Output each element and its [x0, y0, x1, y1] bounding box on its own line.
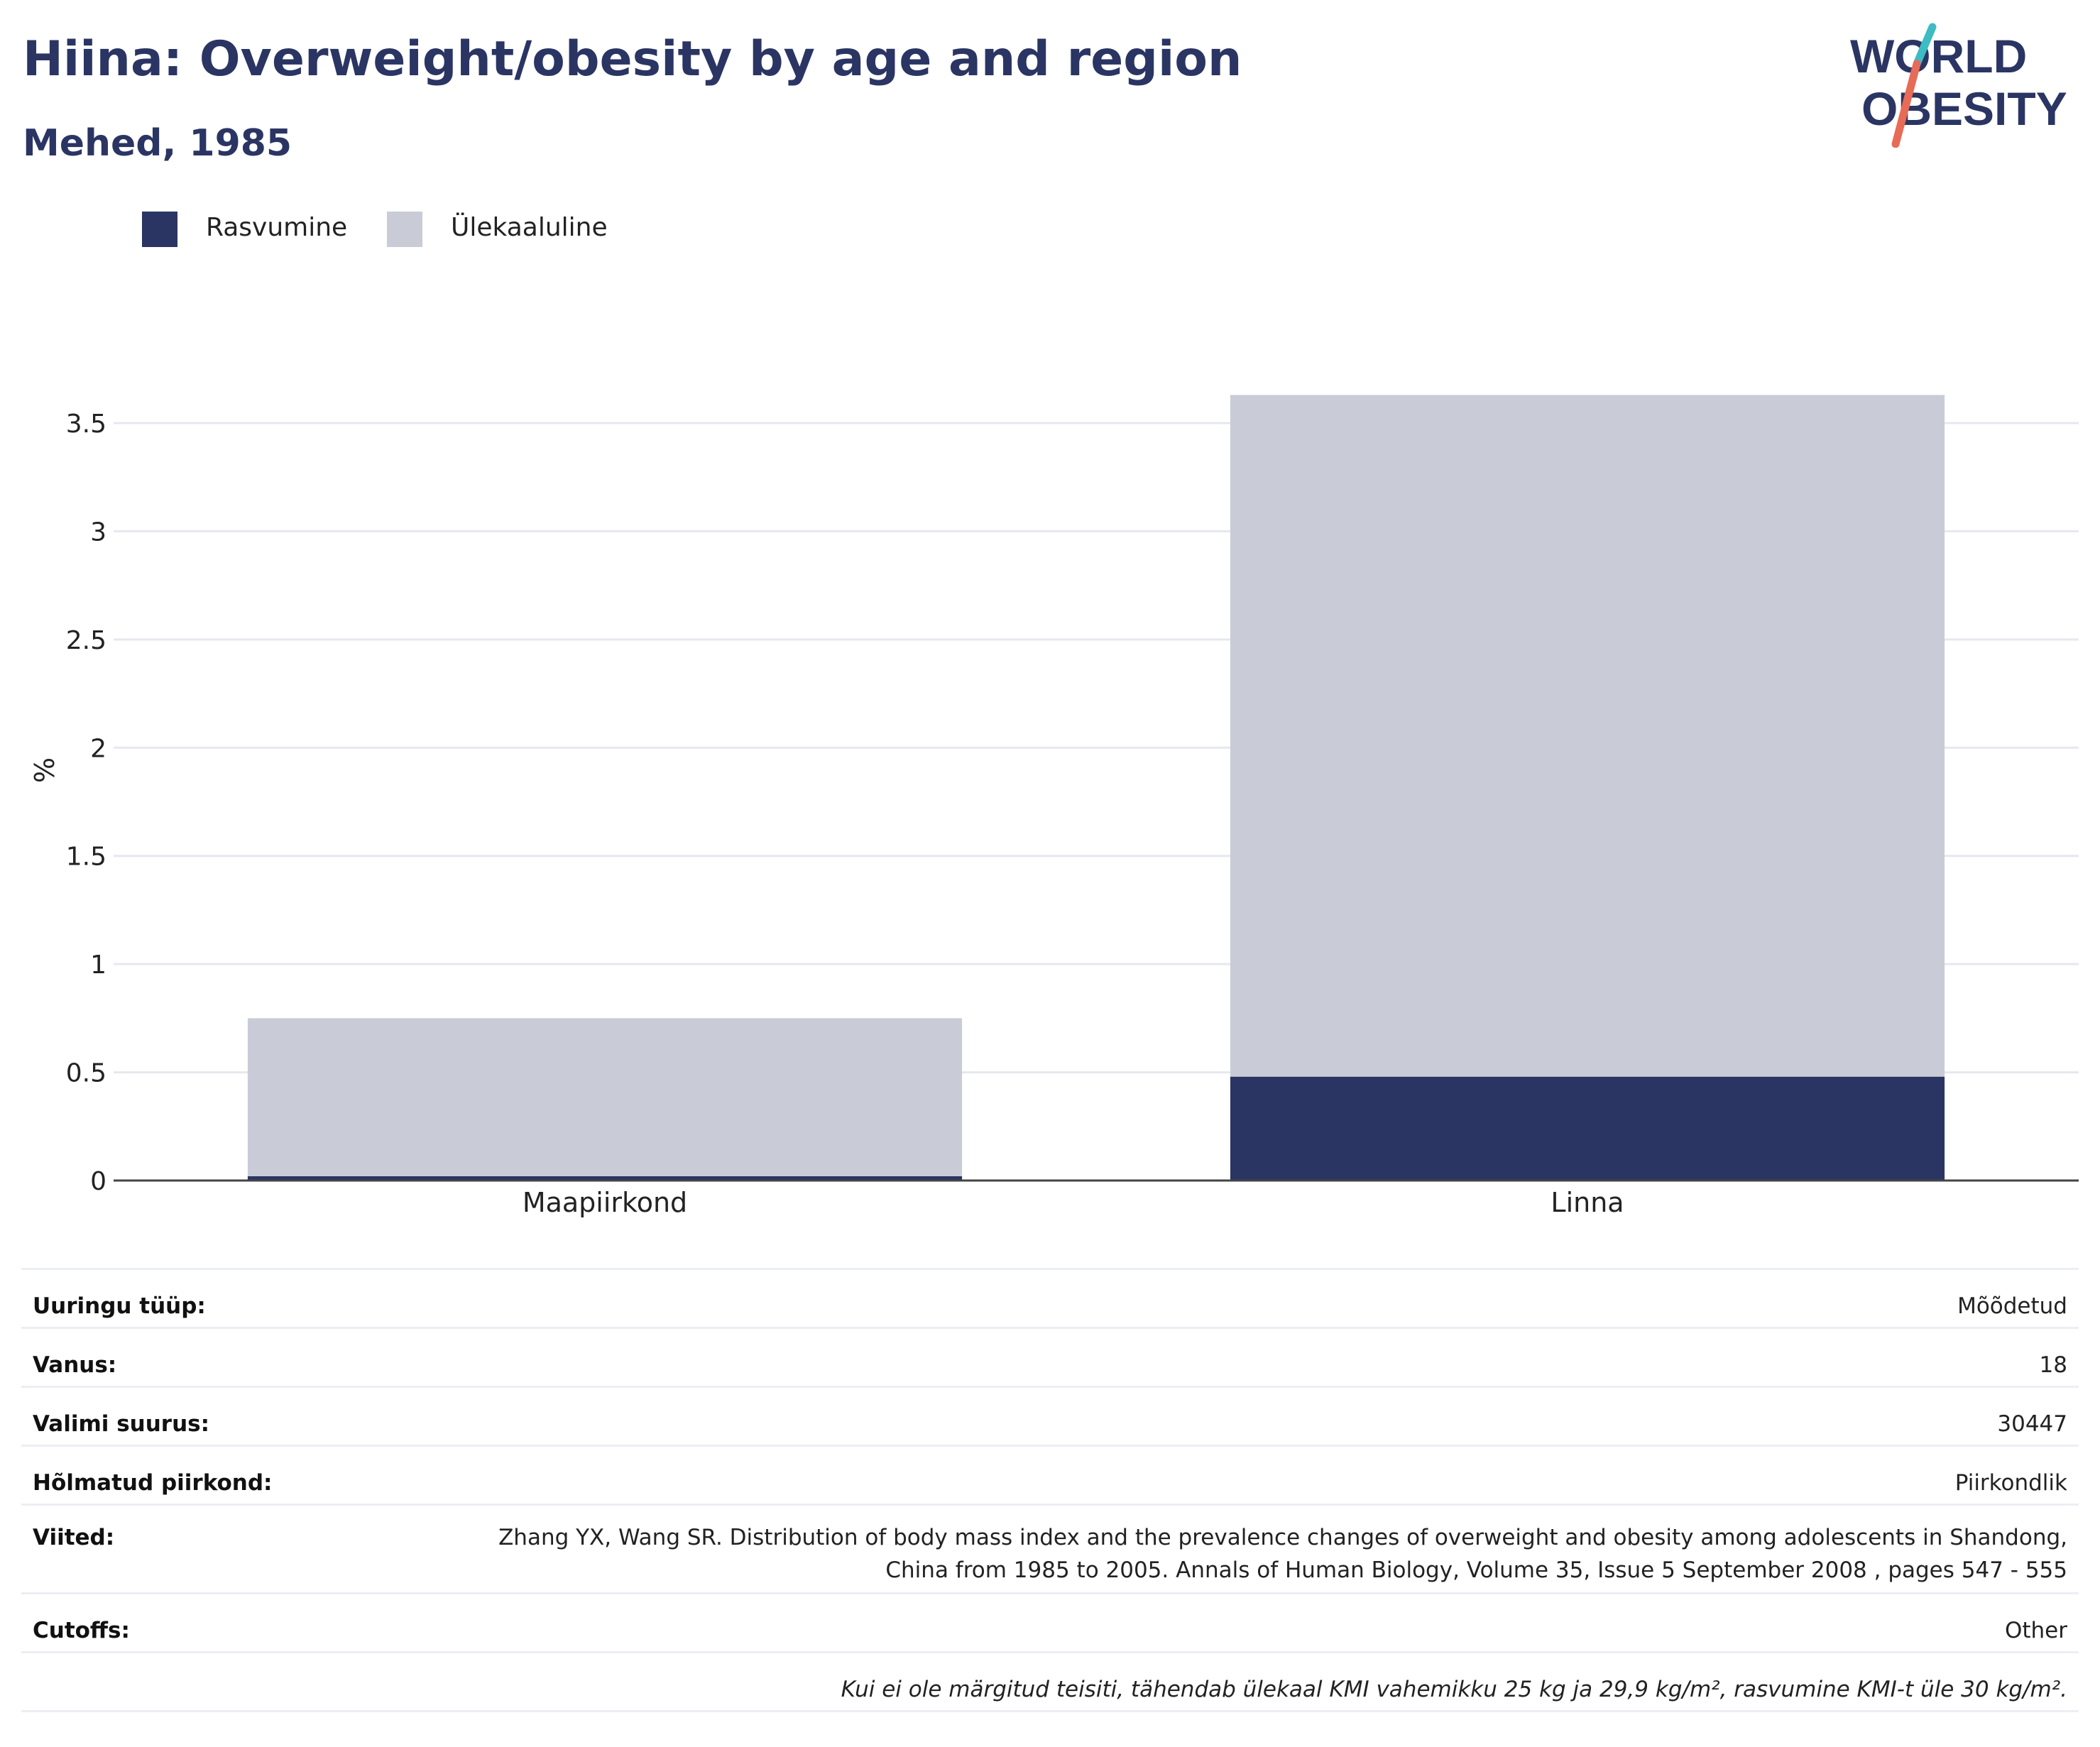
- info-value: Piirkondlik: [1954, 1470, 2067, 1496]
- y-tick-label: 0.5: [66, 1059, 106, 1088]
- bar-segment: [247, 1018, 963, 1176]
- info-key: Valimi suurus:: [33, 1411, 209, 1437]
- legend-label: Ülekaaluline: [451, 213, 608, 242]
- y-tick-label: 0: [90, 1167, 106, 1196]
- logo-slash-teal: [1913, 23, 1937, 68]
- legend-swatch-obesity: [142, 212, 177, 247]
- y-tick-label: 1.5: [66, 843, 106, 872]
- x-tick-label: Maapiirkond: [523, 1187, 687, 1218]
- info-row-note: Kui ei ole märgitud teisiti, tähendab ül…: [21, 1653, 2079, 1712]
- bar-segment: [1230, 395, 1945, 1077]
- info-row-references: Viited: Zhang YX, Wang SR. Distribution …: [21, 1506, 2079, 1594]
- page-title: Hiina: Overweight/obesity by age and reg…: [23, 31, 1242, 87]
- y-tick-label: 3: [90, 517, 106, 547]
- bar-segment: [1230, 1076, 1945, 1181]
- y-axis-label: %: [29, 757, 60, 783]
- y-tick-label: 1: [90, 951, 106, 980]
- bar-chart: 0 0.5 1 1.5 2 2.5 3 3.5% Maapiirkond Linna: [29, 395, 2079, 1218]
- info-key: Uuringu tüüp:: [33, 1293, 206, 1319]
- logo-slash-coral: [1891, 60, 1921, 148]
- info-key: Hõlmatud piirkond:: [33, 1470, 273, 1496]
- info-value: 18: [2039, 1352, 2067, 1378]
- y-tick-label: 2: [90, 734, 106, 763]
- info-row-cutoffs: Cutoffs: Other: [21, 1594, 2079, 1653]
- y-tick-label: 3.5: [66, 410, 106, 439]
- info-value: Zhang YX, Wang SR. Distribution of body …: [498, 1525, 2067, 1583]
- info-row-study-type: Uuringu tüüp: Mõõdetud: [21, 1270, 2079, 1329]
- info-value: Mõõdetud: [1957, 1293, 2067, 1319]
- x-tick-label: Linna: [1551, 1187, 1624, 1218]
- world-obesity-logo: WORLD OBESITY: [1850, 23, 2067, 148]
- info-row-sample-size: Valimi suurus: 30447: [21, 1388, 2079, 1447]
- definition-note: Kui ei ole märgitud teisiti, tähendab ül…: [841, 1677, 2067, 1702]
- info-value: Other: [2004, 1618, 2067, 1643]
- info-key: Viited:: [33, 1525, 115, 1550]
- info-key: Vanus:: [33, 1352, 117, 1378]
- legend-swatch-overweight: [387, 212, 422, 247]
- info-key: Cutoffs:: [33, 1618, 130, 1643]
- logo-line2: OBESITY: [1861, 82, 2067, 135]
- y-tick-label: 2.5: [66, 626, 106, 655]
- info-value: 30447: [1997, 1411, 2067, 1437]
- bar-segment: [247, 1176, 963, 1181]
- logo-line1: WORLD: [1850, 30, 2027, 82]
- legend-label: Rasvumine: [206, 213, 348, 242]
- info-row-coverage: Hõlmatud piirkond: Piirkondlik: [21, 1447, 2079, 1506]
- page-subtitle: Mehed, 1985: [23, 122, 292, 165]
- study-info-table: Uuringu tüüp: Mõõdetud Vanus: 18 Valimi …: [21, 1268, 2079, 1712]
- info-row-age: Vanus: 18: [21, 1329, 2079, 1388]
